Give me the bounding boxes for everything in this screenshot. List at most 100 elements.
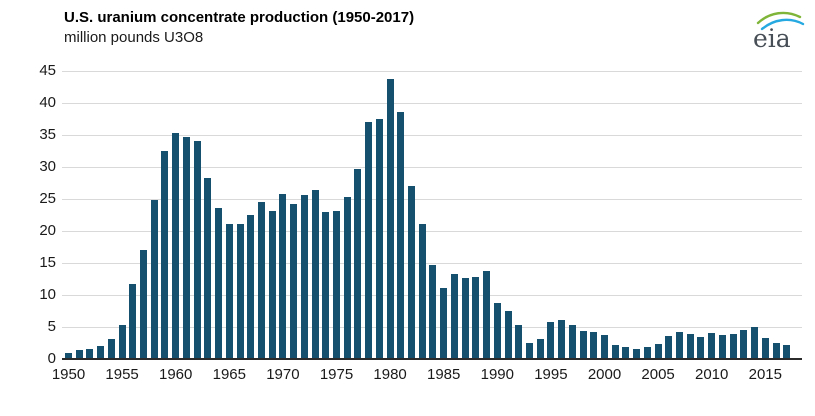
bar-1982 bbox=[408, 186, 416, 358]
x-tick-1995: 1995 bbox=[534, 366, 568, 383]
bar-1974 bbox=[322, 212, 330, 358]
x-tick-2015: 2015 bbox=[748, 366, 782, 383]
bar-1962 bbox=[193, 141, 201, 358]
bar-1964 bbox=[215, 208, 223, 358]
bar-2011 bbox=[718, 334, 726, 358]
bar-1984 bbox=[429, 264, 437, 358]
gridline-45 bbox=[62, 70, 802, 72]
bar-1990 bbox=[493, 302, 501, 358]
y-tick-35: 35 bbox=[39, 126, 56, 143]
gridline-15 bbox=[62, 262, 802, 264]
bar-1977 bbox=[354, 168, 362, 358]
bar-2015 bbox=[761, 338, 769, 358]
y-tick-40: 40 bbox=[39, 94, 56, 111]
bar-1991 bbox=[504, 311, 512, 358]
eia-logo-text: eia bbox=[753, 24, 791, 52]
bar-2007 bbox=[676, 331, 684, 358]
bar-1963 bbox=[204, 177, 212, 358]
bar-1983 bbox=[418, 223, 426, 358]
x-tick-1975: 1975 bbox=[319, 366, 354, 383]
gridline-35 bbox=[62, 134, 802, 136]
bar-1986 bbox=[450, 273, 458, 358]
x-tick-1950: 1950 bbox=[51, 366, 86, 383]
bar-1989 bbox=[483, 270, 491, 358]
bar-1950 bbox=[65, 352, 72, 358]
x-tick-1955: 1955 bbox=[105, 366, 139, 383]
bar-1955 bbox=[118, 324, 126, 358]
bar-1958 bbox=[150, 199, 158, 358]
x-tick-2010: 2010 bbox=[695, 366, 729, 383]
bar-2005 bbox=[654, 343, 662, 358]
x-tick-1990: 1990 bbox=[480, 366, 514, 383]
bar-2016 bbox=[772, 342, 780, 358]
eia-logo-blue-swoosh-icon bbox=[760, 18, 805, 31]
bar-1994 bbox=[536, 338, 544, 358]
bar-1979 bbox=[375, 119, 383, 358]
bar-1988 bbox=[472, 276, 480, 358]
gridline-30 bbox=[62, 166, 802, 168]
gridline-25 bbox=[62, 198, 802, 200]
bar-1978 bbox=[365, 121, 373, 358]
bar-1998 bbox=[579, 331, 587, 358]
x-tick-2005: 2005 bbox=[641, 366, 675, 383]
bar-1959 bbox=[161, 150, 169, 358]
bar-1971 bbox=[290, 203, 298, 358]
gridline-40 bbox=[62, 102, 802, 104]
bar-2013 bbox=[740, 329, 748, 358]
x-axis-line bbox=[62, 358, 802, 360]
bar-1996 bbox=[558, 319, 566, 358]
y-tick-30: 30 bbox=[39, 158, 56, 175]
bar-1967 bbox=[247, 214, 255, 358]
bar-2008 bbox=[686, 334, 694, 358]
x-tick-1970: 1970 bbox=[266, 366, 300, 383]
bar-1956 bbox=[129, 284, 137, 358]
bar-1951 bbox=[75, 350, 83, 358]
bar-1972 bbox=[300, 195, 308, 358]
bar-1999 bbox=[590, 331, 598, 358]
bar-1954 bbox=[107, 338, 115, 358]
bar-1985 bbox=[440, 287, 448, 358]
y-tick-20: 20 bbox=[39, 222, 56, 239]
gridline-20 bbox=[62, 230, 802, 232]
y-tick-25: 25 bbox=[39, 190, 56, 207]
bar-2009 bbox=[697, 336, 705, 358]
bar-1993 bbox=[525, 342, 533, 358]
bar-1980 bbox=[386, 78, 394, 358]
y-tick-15: 15 bbox=[39, 254, 56, 271]
eia-logo: eia bbox=[753, 11, 805, 52]
bar-1957 bbox=[140, 250, 148, 358]
bar-1965 bbox=[225, 224, 233, 358]
y-tick-45: 45 bbox=[39, 62, 56, 79]
bar-2017 bbox=[783, 344, 791, 358]
bar-1992 bbox=[515, 324, 523, 358]
bar-1997 bbox=[568, 324, 576, 358]
x-tick-2000: 2000 bbox=[587, 366, 622, 383]
bar-1968 bbox=[257, 202, 265, 358]
y-tick-0: 0 bbox=[47, 350, 56, 367]
bar-1995 bbox=[547, 322, 555, 358]
x-tick-1980: 1980 bbox=[373, 366, 407, 383]
bar-2003 bbox=[633, 349, 641, 358]
bar-1976 bbox=[343, 196, 351, 358]
bar-2001 bbox=[611, 345, 619, 358]
bar-2014 bbox=[751, 327, 759, 358]
bar-1969 bbox=[268, 210, 276, 358]
bar-1973 bbox=[311, 189, 319, 358]
eia-logo-green-swoosh-icon bbox=[756, 11, 802, 25]
bar-2006 bbox=[665, 335, 673, 358]
bar-1975 bbox=[333, 211, 340, 358]
bar-2000 bbox=[601, 334, 608, 358]
y-tick-5: 5 bbox=[47, 318, 56, 335]
chart-title: U.S. uranium concentrate production (195… bbox=[64, 9, 415, 26]
y-tick-10: 10 bbox=[39, 286, 56, 303]
bar-1981 bbox=[397, 112, 405, 358]
bar-2010 bbox=[708, 333, 716, 358]
x-tick-1965: 1965 bbox=[212, 366, 246, 383]
x-tick-1985: 1985 bbox=[427, 366, 461, 383]
bar-1970 bbox=[279, 194, 287, 358]
bar-2012 bbox=[729, 333, 737, 358]
chart-subtitle: million pounds U3O8 bbox=[64, 29, 204, 46]
plot-area bbox=[62, 70, 802, 360]
bar-1953 bbox=[97, 345, 105, 358]
